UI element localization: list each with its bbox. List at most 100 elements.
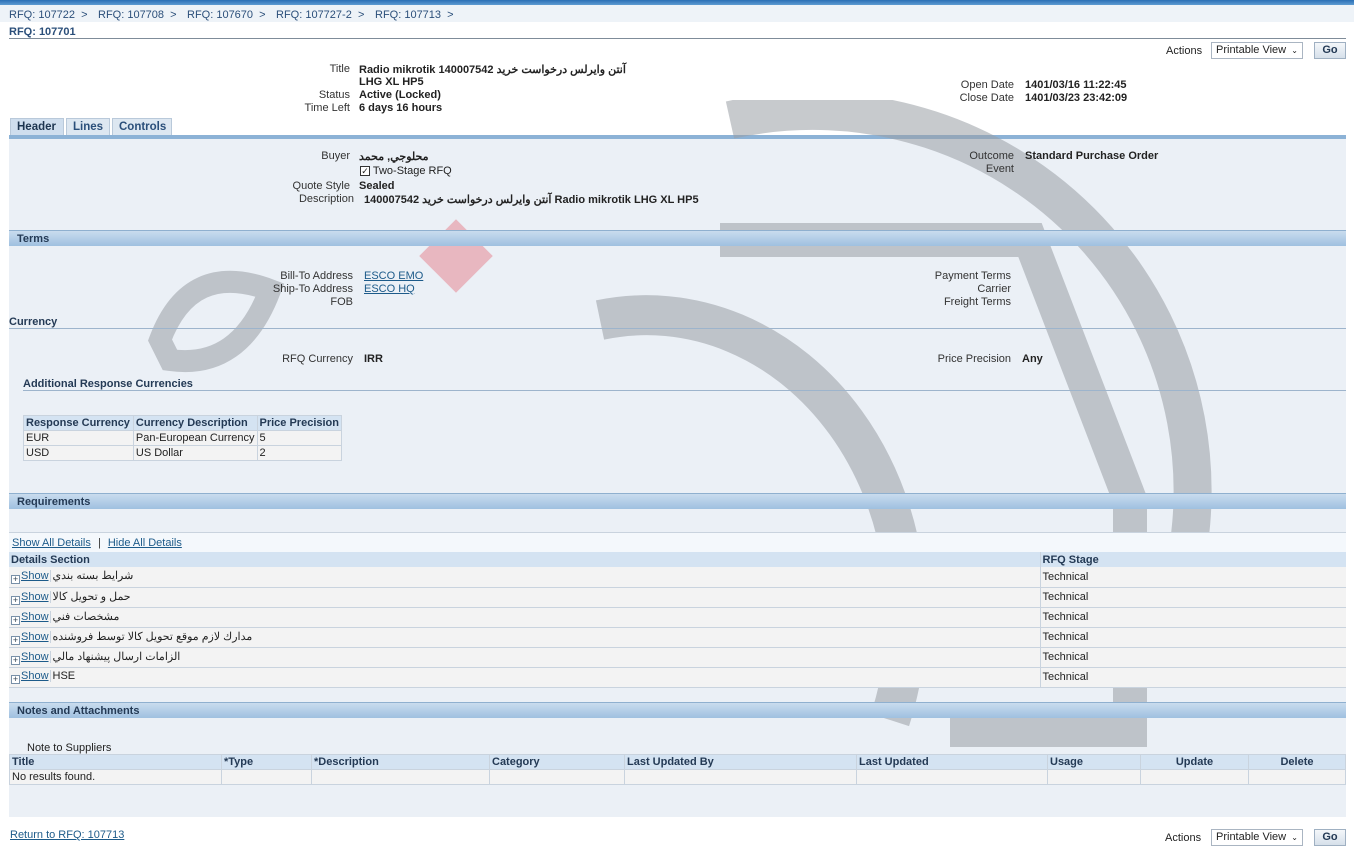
rfq-currency-value: IRR [364,353,383,365]
actions-select[interactable]: Printable View ⌄ [1211,42,1303,59]
rfq-stage-cell: Technical [1039,587,1346,608]
cell [856,769,1048,785]
table-row: + Show HSE Technical [9,667,1346,688]
section-name: مشخصات فني [49,610,120,623]
status-label: Status [318,89,350,101]
show-all-details-link[interactable]: Show All Details [12,537,91,549]
table-row: EUR Pan-European Currency 5 [23,430,342,446]
table-row: + Show مدارك لازم موقع تحويل كالا توسط فرو… [9,627,1346,648]
cell: US Dollar [132,445,258,461]
breadcrumb-item[interactable]: RFQ: 107708 > [98,9,177,21]
requirements-section-header: Requirements [9,493,1346,509]
column-header: Price Precision [256,415,342,431]
two-stage-checkbox[interactable]: ✓ Two-Stage RFQ [360,165,452,177]
column-header: Title [9,754,222,770]
column-header: *Type [221,754,312,770]
show-link[interactable]: Show [21,610,49,623]
note-to-suppliers-label: Note to Suppliers [27,742,112,754]
title-value: آنتن وايرلس درخواست خريد 140007542 Radio… [359,64,626,76]
expand-plus-icon[interactable]: + [11,574,20,585]
open-date-label: Open Date [960,79,1014,91]
breadcrumb-item[interactable]: RFQ: 107722 > [9,9,88,21]
cell [489,769,625,785]
title-divider [9,38,1346,39]
empty-message: No results found. [9,769,222,785]
carrier-label: Carrier [977,283,1011,295]
rfq-stage-cell: Technical [1039,607,1346,628]
show-link[interactable]: Show [21,650,49,663]
buyer-value: محلوجي, محمد [359,151,429,163]
table-row: + Show مشخصات فني Technical [9,607,1346,628]
show-link[interactable]: Show [21,670,49,682]
tab-lines[interactable]: Lines [66,118,110,136]
requirements-table: Details Section RFQ Stage + Show شرايط بست… [9,552,1346,688]
rfq-stage-cell: Technical [1039,567,1346,588]
cell: 2 [256,445,342,461]
title-value-line2: LHG XL HP5 [359,76,424,88]
table-row: + Show حمل و تحويل كالا Technical [9,587,1346,608]
description-label: Description [298,193,354,205]
ship-to-link[interactable]: ESCO HQ [364,283,415,295]
tab-underline [9,135,1346,139]
cell [1140,769,1249,785]
additional-currencies-divider [23,390,1346,391]
outcome-label: Outcome [969,150,1014,162]
expand-plus-icon[interactable]: + [11,674,20,684]
expand-plus-icon[interactable]: + [11,594,20,605]
freight-terms-label: Freight Terms [943,296,1011,308]
cell [221,769,312,785]
show-link[interactable]: Show [21,590,49,603]
actions-select-bottom[interactable]: Printable View ⌄ [1211,829,1303,846]
bill-to-link[interactable]: ESCO EMO [364,270,424,282]
expand-plus-icon[interactable]: + [11,614,20,625]
price-precision-value: Any [1022,353,1043,365]
cell [1047,769,1141,785]
outcome-value: Standard Purchase Order [1025,150,1159,162]
column-header: RFQ Stage [1039,552,1346,567]
column-header: Last Updated By [624,754,857,770]
expand-plus-icon[interactable]: + [11,654,20,665]
table-row: No results found. [9,769,1346,785]
section-name: حمل و تحويل كالا [49,590,131,603]
section-name: HSE [49,670,76,682]
hide-all-details-link[interactable]: Hide All Details [107,537,182,549]
table-header-row: Title *Type *Description Category Last U… [9,754,1346,770]
show-link[interactable]: Show [21,570,49,583]
time-left-value: 6 days 16 hours [359,102,443,114]
return-link[interactable]: Return to RFQ: 107713 [10,829,125,841]
breadcrumb-item[interactable]: RFQ: 107670 > [187,9,266,21]
go-button-bottom[interactable]: Go [1314,829,1346,846]
details-section-cell: + Show شرايط بسته بندي [9,567,1040,588]
time-left-label: Time Left [304,102,350,114]
tab-header[interactable]: Header [10,118,64,136]
cell: EUR [23,430,134,446]
section-name: الزامات ارسال پيشنهاد مالي [49,650,181,663]
fob-label: FOB [330,296,353,308]
rfq-stage-cell: Technical [1039,627,1346,648]
event-label: Event [985,163,1014,175]
column-header: *Description [311,754,490,770]
column-header: Update [1140,754,1249,770]
top-bar [0,0,1354,5]
go-button[interactable]: Go [1314,42,1346,59]
column-header: Currency Description [132,415,258,431]
table-row: + Show شرايط بسته بندي Technical [9,567,1346,588]
breadcrumb-item[interactable]: RFQ: 107727-2 > [276,9,365,21]
separator: | [97,537,101,549]
show-link[interactable]: Show [21,630,49,643]
rfq-stage-cell: Technical [1039,647,1346,668]
expand-plus-icon[interactable]: + [11,634,20,645]
currency-divider [9,328,1346,329]
tab-controls[interactable]: Controls [112,118,172,136]
quote-style-value: Sealed [359,180,395,192]
chevron-down-icon: ⌄ [1291,46,1298,55]
breadcrumb-item[interactable]: RFQ: 107713 > [375,9,454,21]
chevron-down-icon: ⌄ [1291,833,1298,842]
close-date-value: 1401/03/23 23:42:09 [1025,92,1128,104]
column-header: Delete [1248,754,1346,770]
column-header: Usage [1047,754,1141,770]
attachments-table: Title *Type *Description Category Last U… [9,754,1346,785]
details-section-cell: + Show HSE [9,667,1040,688]
payment-terms-label: Payment Terms [934,270,1011,282]
section-name: مدارك لازم موقع تحويل كالا توسط فروشنده [49,630,253,643]
